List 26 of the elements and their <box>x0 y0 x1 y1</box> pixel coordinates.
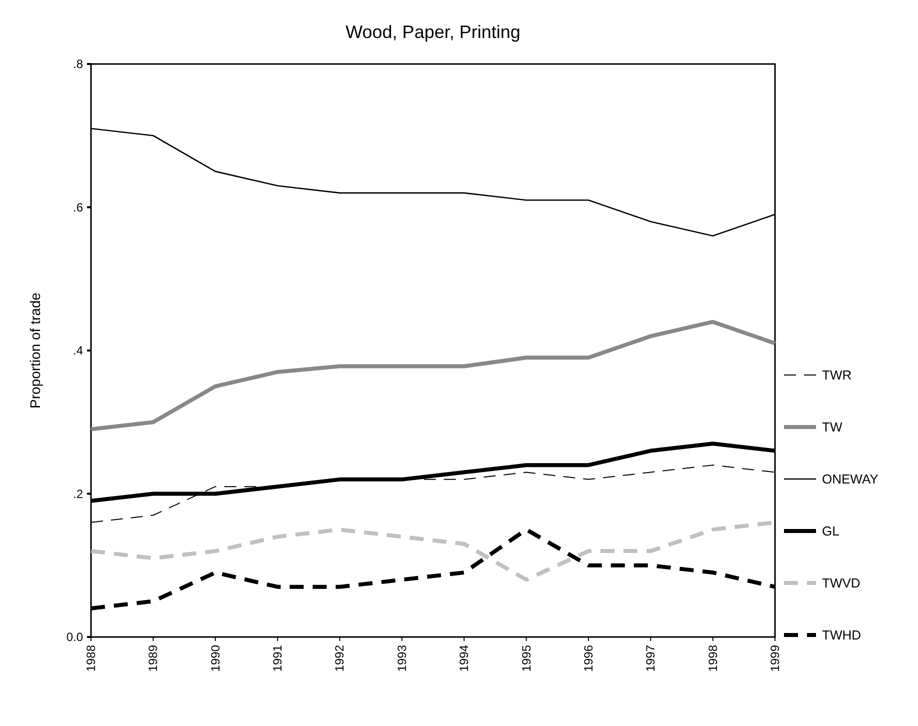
y-tick-label: .8 <box>72 57 84 72</box>
y-axis-title: Proportion of trade <box>27 292 43 408</box>
y-tick-label: .6 <box>72 200 84 214</box>
x-tick-label: 1989 <box>146 644 160 672</box>
x-tick-label: 1991 <box>270 644 285 672</box>
y-tick-label: 0.0 <box>66 630 84 644</box>
x-tick-label: 1990 <box>208 644 222 672</box>
legend-label: GL <box>822 524 840 539</box>
y-tick-label: .2 <box>72 486 84 501</box>
x-tick-label: 1988 <box>84 644 98 672</box>
line-series <box>89 320 777 432</box>
x-tick-label: 1996 <box>581 644 596 672</box>
legend-label: TW <box>822 420 843 435</box>
x-tick-label: 1998 <box>706 644 720 672</box>
x-tick-label: 1993 <box>394 644 409 672</box>
legend-label: TWR <box>822 368 852 383</box>
x-tick-label: 1992 <box>332 644 347 672</box>
y-tick-label: .4 <box>72 344 84 358</box>
x-tick-label: 1997 <box>644 644 658 672</box>
x-tick-label: 1999 <box>768 644 782 672</box>
x-tick-label: 1994 <box>457 644 472 672</box>
x-tick-label: 1995 <box>519 644 534 672</box>
legend-label: ONEWAY <box>822 472 879 487</box>
legend-label: TWVD <box>822 576 860 591</box>
chart-title: Wood, Paper, Printing <box>346 22 520 42</box>
legend-label: TWHD <box>822 628 861 643</box>
